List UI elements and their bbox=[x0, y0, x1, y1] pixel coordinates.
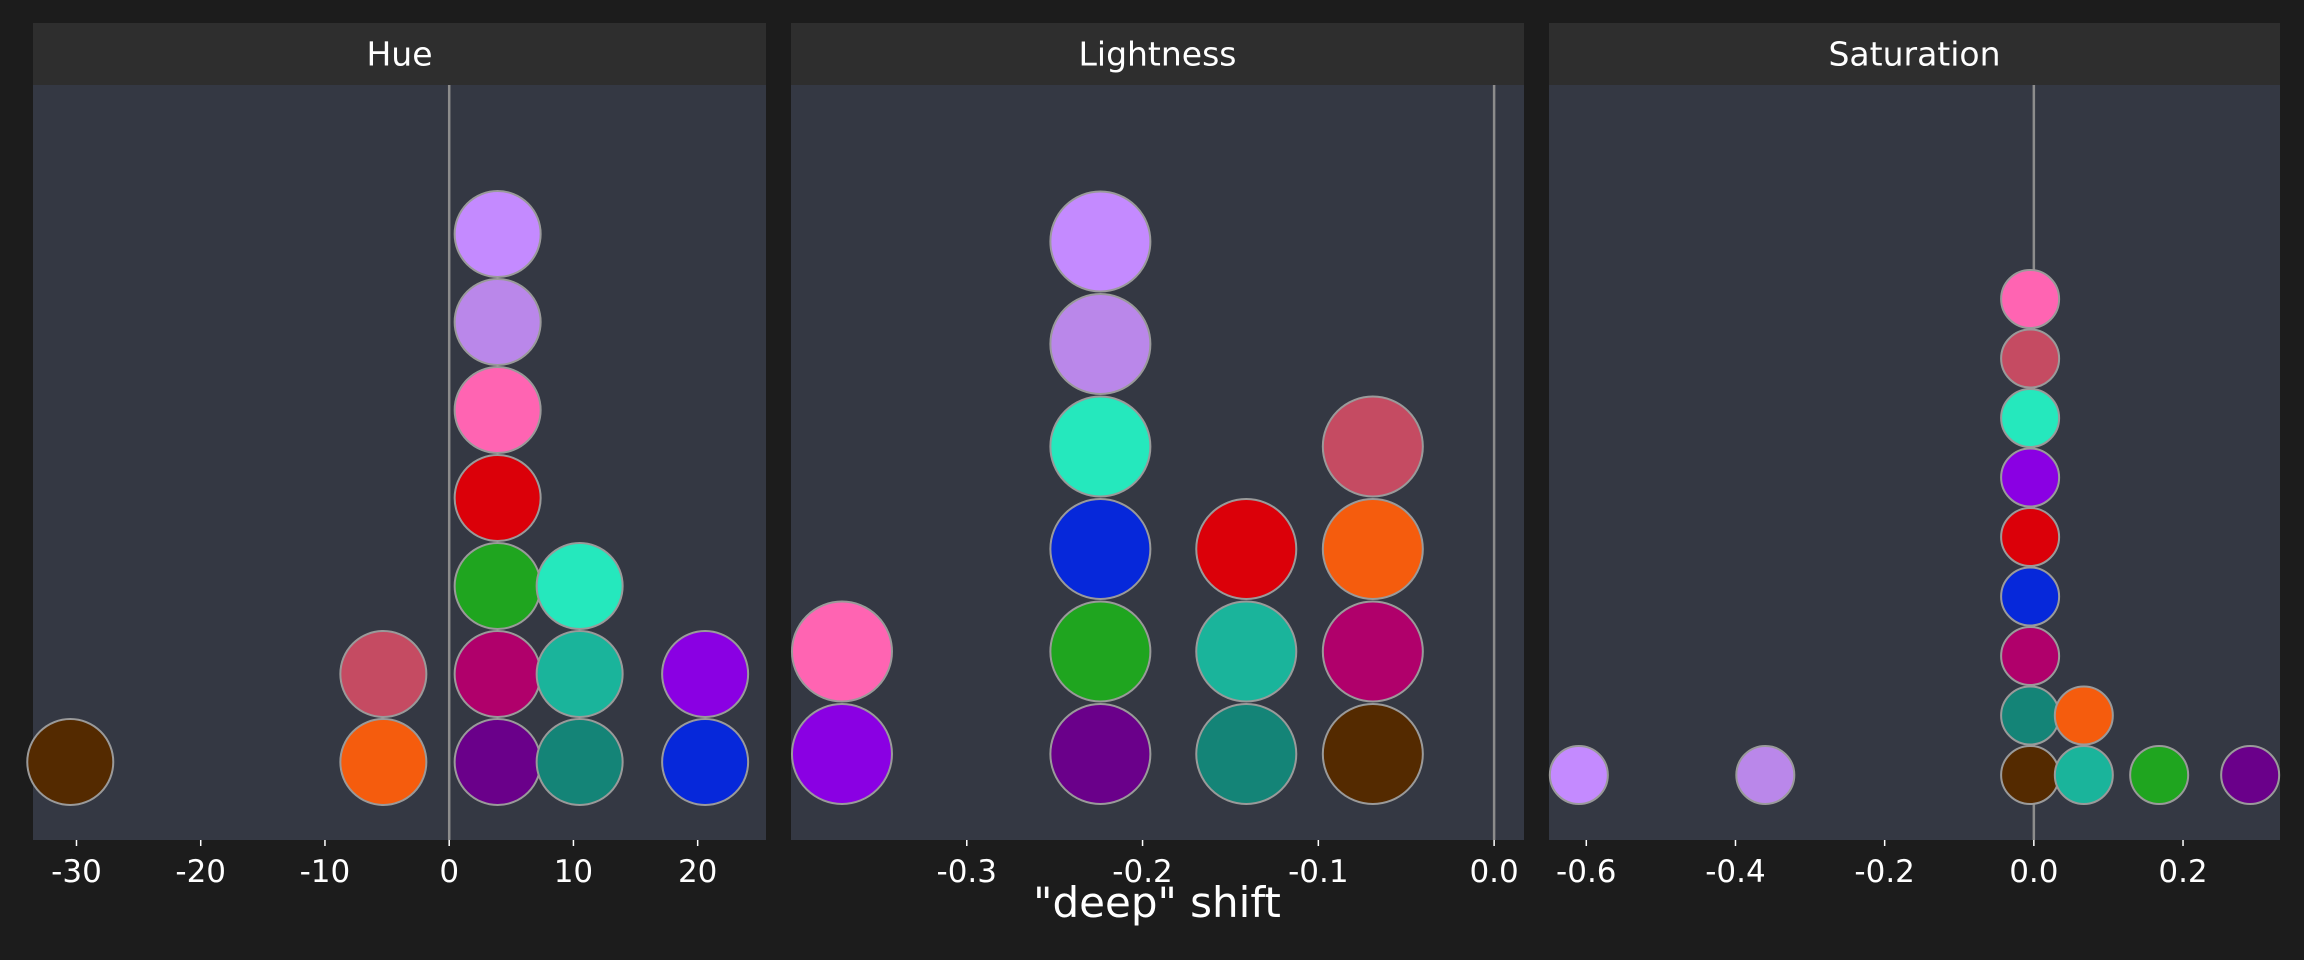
data-point bbox=[1195, 498, 1298, 600]
data-point bbox=[1049, 395, 1152, 498]
x-tick-label: -30 bbox=[51, 854, 102, 890]
data-point bbox=[1321, 395, 1424, 498]
data-point bbox=[453, 278, 542, 366]
data-point bbox=[1321, 498, 1424, 600]
data-point bbox=[453, 542, 542, 630]
data-point bbox=[453, 190, 542, 278]
panel-hue: Hue -30 -20 -10 0 10 20 bbox=[26, 23, 766, 890]
data-point bbox=[1735, 745, 1796, 805]
strip-saturation bbox=[1549, 23, 2280, 85]
data-point bbox=[2000, 388, 2061, 448]
data-point bbox=[1049, 703, 1152, 805]
strip-label-hue: Hue bbox=[366, 35, 432, 74]
data-point bbox=[2000, 269, 2061, 329]
data-point bbox=[535, 630, 624, 718]
data-point bbox=[1049, 600, 1152, 703]
x-tick-label: -0.2 bbox=[1854, 854, 1915, 890]
data-point bbox=[339, 630, 428, 718]
data-point bbox=[1321, 600, 1424, 703]
data-point bbox=[453, 718, 542, 806]
x-axis-title: "deep" shift bbox=[1033, 878, 1281, 927]
ticks-hue: -30 -20 -10 0 10 20 bbox=[51, 85, 717, 890]
data-point bbox=[339, 718, 428, 806]
data-point bbox=[2129, 745, 2190, 805]
x-tick-label: -0.1 bbox=[1288, 854, 1349, 890]
x-tick-label: -0.6 bbox=[1556, 854, 1617, 890]
data-point bbox=[1195, 600, 1298, 703]
data-point bbox=[1321, 703, 1424, 805]
x-tick-label: -20 bbox=[175, 854, 226, 890]
data-point bbox=[535, 718, 624, 806]
strip-label-lightness: Lightness bbox=[1079, 35, 1237, 74]
x-tick-label: -0.2 bbox=[1112, 854, 1173, 890]
data-point bbox=[2000, 626, 2061, 686]
x-tick-label: 0.2 bbox=[2158, 854, 2207, 890]
data-point bbox=[2000, 507, 2061, 567]
data-point bbox=[2000, 447, 2061, 508]
data-point bbox=[1049, 498, 1152, 600]
data-point bbox=[2000, 566, 2061, 627]
points-saturation bbox=[1548, 269, 2281, 805]
points-hue bbox=[26, 190, 750, 806]
panel-lightness: Lightness -0.3 -0.2 -0.1 0.0 bbox=[790, 23, 1524, 890]
data-point bbox=[661, 630, 750, 718]
points-lightness bbox=[790, 190, 1424, 805]
data-point bbox=[1548, 745, 1609, 805]
data-point bbox=[453, 630, 542, 718]
x-tick-label: -10 bbox=[300, 854, 351, 890]
data-point bbox=[1195, 703, 1298, 805]
ticks-lightness: -0.3 -0.2 -0.1 0.0 bbox=[937, 85, 1519, 890]
x-tick-label: 0.0 bbox=[2009, 854, 2058, 890]
x-tick-label: 0 bbox=[439, 854, 459, 890]
panel-saturation: Saturation -0.6 -0.4 -0.2 0.0 0.2 bbox=[1548, 23, 2281, 890]
x-tick-label: 10 bbox=[554, 854, 593, 890]
data-point bbox=[2000, 685, 2061, 746]
data-point bbox=[535, 542, 624, 630]
data-point bbox=[790, 600, 893, 703]
x-tick-label: 0.0 bbox=[1469, 854, 1518, 890]
strip-hue bbox=[33, 23, 766, 85]
data-point bbox=[2053, 685, 2114, 746]
data-point bbox=[1049, 190, 1152, 293]
data-point bbox=[453, 366, 542, 454]
data-point bbox=[26, 718, 115, 806]
strip-label-saturation: Saturation bbox=[1828, 35, 2000, 74]
data-point bbox=[2053, 745, 2114, 805]
data-point bbox=[2220, 745, 2281, 805]
data-point bbox=[453, 454, 542, 542]
data-point bbox=[661, 718, 750, 806]
x-tick-label: -0.4 bbox=[1705, 854, 1766, 890]
data-point bbox=[790, 703, 893, 805]
data-point bbox=[2000, 328, 2061, 389]
strip-lightness bbox=[791, 23, 1524, 85]
x-tick-label: -0.3 bbox=[937, 854, 998, 890]
plot-area-saturation bbox=[1549, 85, 2280, 840]
data-point bbox=[2000, 745, 2061, 805]
x-tick-label: 20 bbox=[678, 854, 717, 890]
data-point bbox=[1049, 293, 1152, 395]
